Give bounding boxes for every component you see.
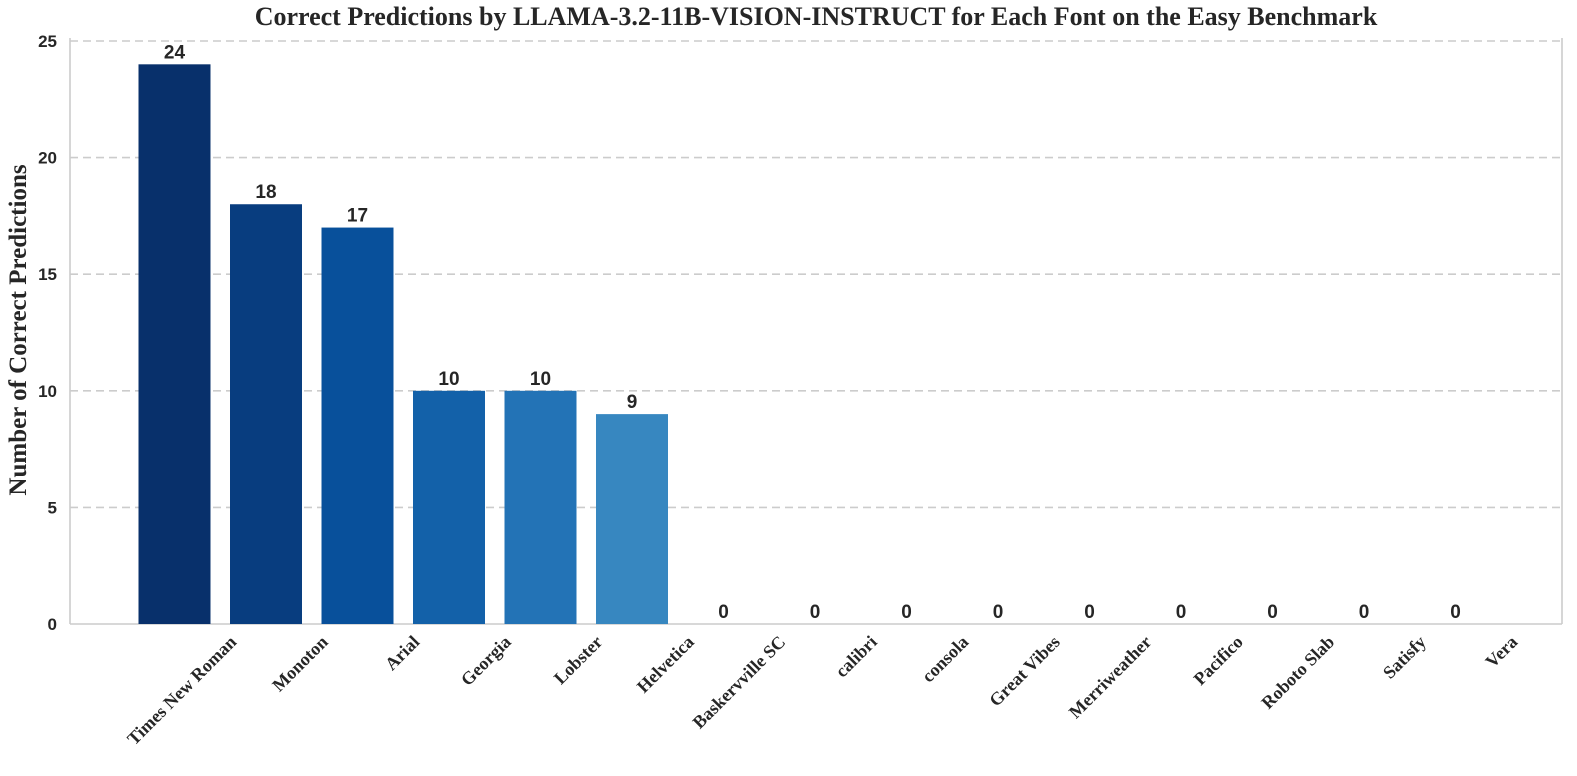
x-tick-label: Arial <box>381 632 423 674</box>
y-tick-labels: 0 5 10 15 20 25 <box>38 32 57 634</box>
y-tick-label: 0 <box>48 615 57 634</box>
bar-value-label: 0 <box>1267 602 1278 623</box>
bar <box>230 204 302 625</box>
y-axis-label: Number of Correct Predictions <box>5 164 32 495</box>
bar-value-label: 24 <box>164 42 186 63</box>
x-tick-label: Monoton <box>268 632 332 696</box>
bar-value-label: 0 <box>1084 602 1095 623</box>
x-tick-label: Great Vibes <box>985 632 1064 711</box>
bars-layer <box>138 64 668 625</box>
x-tick-label: calibri <box>831 632 880 681</box>
x-tick-label: Helvetica <box>633 632 698 697</box>
y-tick-label: 15 <box>38 265 57 284</box>
x-tick-label: Lobster <box>550 632 607 689</box>
grid-layer <box>69 38 1563 625</box>
bar-value-label: 0 <box>901 602 912 623</box>
y-tick-label: 25 <box>38 32 57 51</box>
bar-value-label: 0 <box>993 602 1004 623</box>
x-tick-label: Georgia <box>457 632 515 690</box>
bar <box>138 64 211 624</box>
bar <box>321 227 394 624</box>
bar-value-label: 0 <box>1359 602 1370 623</box>
x-tick-label: Merriweather <box>1065 632 1155 722</box>
bar-value-label: 0 <box>810 602 821 623</box>
bar-value-label: 0 <box>1176 602 1187 623</box>
x-tick-label: Pacifico <box>1190 632 1247 689</box>
bar <box>413 390 485 624</box>
x-tick-label: Times New Roman <box>123 632 240 749</box>
chart-title: Correct Predictions by LLAMA-3.2-11B-VIS… <box>255 2 1378 31</box>
bar-value-label: 9 <box>627 392 638 413</box>
x-tick-label: Vera <box>1481 632 1521 672</box>
bar-value-label: 0 <box>718 602 729 623</box>
x-tick-label: consola <box>918 632 972 686</box>
x-tick-label: Satisfy <box>1379 632 1430 683</box>
x-tick-labels: Times New Roman Monoton Arial Georgia Lobste… <box>123 632 1521 749</box>
data-labels-layer: 24 18 17 10 10 9 0 0 0 0 0 0 0 0 0 <box>164 42 1461 623</box>
bar <box>504 390 577 624</box>
y-tick-label: 5 <box>48 498 57 517</box>
bar-value-label: 0 <box>1450 602 1461 623</box>
y-tick-label: 10 <box>38 382 57 401</box>
bar-value-label: 10 <box>438 369 459 390</box>
bar <box>596 414 668 624</box>
y-tick-label: 20 <box>38 149 57 168</box>
bar-value-label: 10 <box>530 369 551 390</box>
x-tick-label: Baskervville SC <box>689 632 790 733</box>
bar-value-label: 18 <box>255 182 276 203</box>
x-tick-label: Roboto Slab <box>1257 632 1338 713</box>
bar-value-label: 17 <box>347 206 368 227</box>
